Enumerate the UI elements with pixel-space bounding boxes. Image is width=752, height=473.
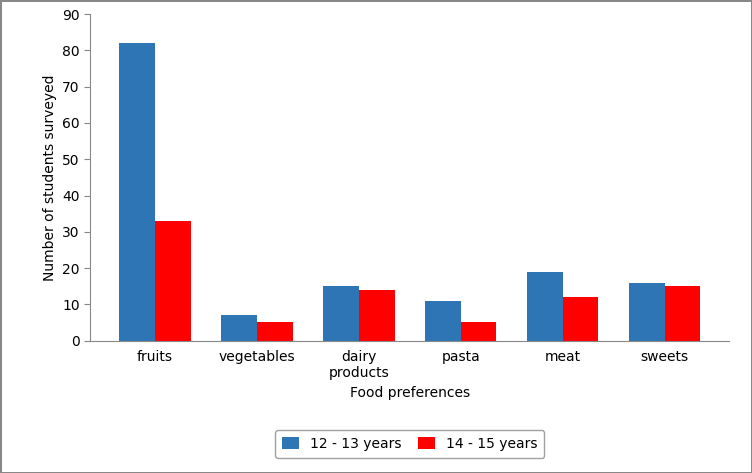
Bar	[562, 297, 599, 341]
Bar	[323, 286, 359, 341]
Bar	[257, 323, 293, 341]
Bar	[155, 221, 191, 341]
Bar	[665, 286, 700, 341]
Bar	[221, 315, 257, 341]
Bar	[120, 43, 155, 341]
Bar	[359, 290, 395, 341]
X-axis label: Food preferences: Food preferences	[350, 386, 470, 400]
Legend: 12 - 13 years, 14 - 15 years: 12 - 13 years, 14 - 15 years	[275, 430, 544, 458]
Y-axis label: Number of students surveyed: Number of students surveyed	[43, 74, 56, 280]
Bar	[629, 282, 665, 341]
Bar	[425, 301, 461, 341]
Bar	[527, 272, 562, 341]
Bar	[461, 323, 496, 341]
